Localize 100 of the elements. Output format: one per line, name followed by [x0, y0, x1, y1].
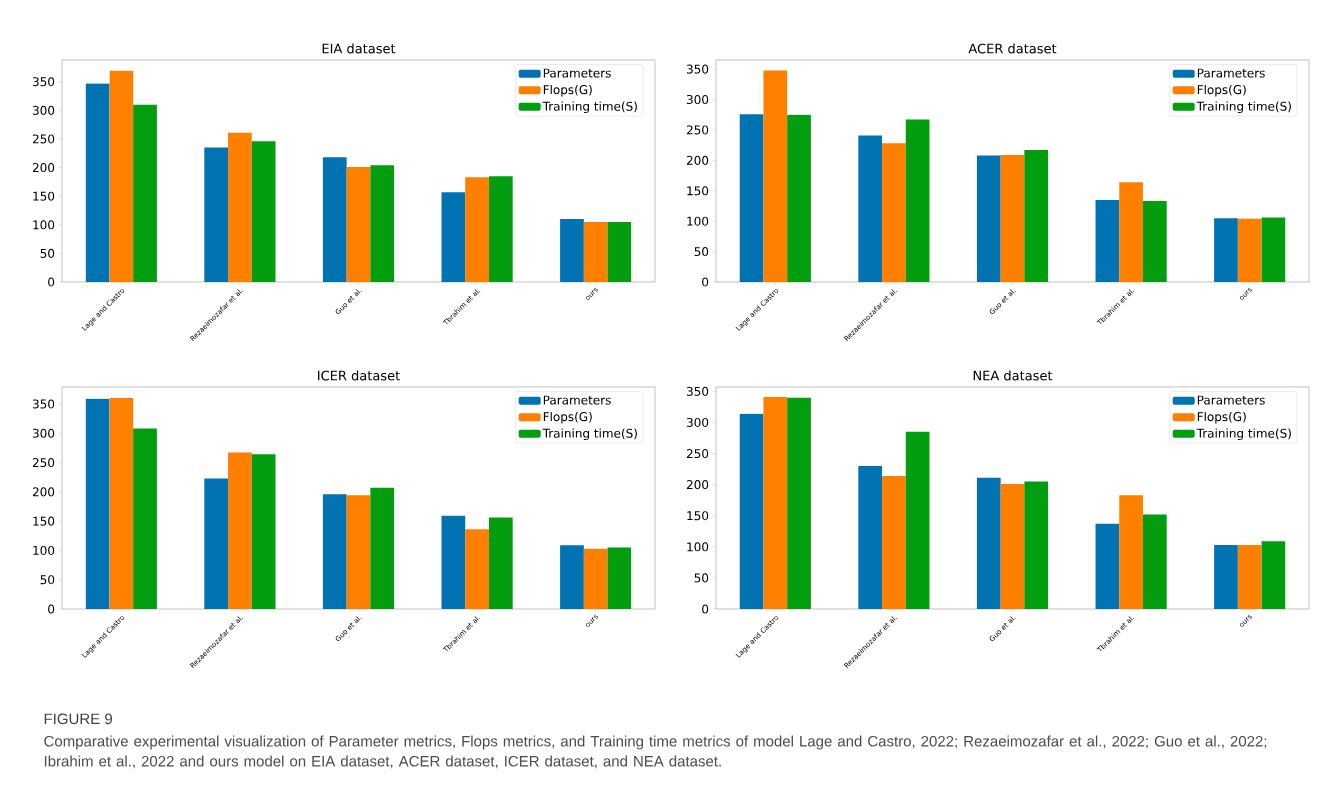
bar [228, 132, 252, 282]
bar [133, 104, 157, 282]
bar [763, 396, 788, 609]
bar [1024, 481, 1049, 609]
legend-label: Flops(G) [543, 411, 592, 424]
bar [465, 177, 489, 282]
chart-title: ICER dataset [318, 370, 400, 381]
bar [583, 221, 608, 282]
y-tick-label: 50 [40, 248, 55, 258]
legend-label: Training time(S) [542, 101, 637, 114]
y-tick-label: 100 [687, 216, 709, 226]
bar [251, 454, 276, 609]
bar [739, 413, 764, 609]
y-tick-label: 50 [40, 575, 55, 585]
bar [607, 547, 632, 609]
y-tick-label: 350 [32, 399, 55, 409]
bar [763, 70, 788, 282]
caption: FIGURE 9 [44, 713, 112, 725]
bar [204, 147, 229, 282]
bar [739, 114, 764, 282]
chart-title: NEA dataset [973, 370, 1053, 381]
bar [1214, 218, 1238, 282]
bar [109, 70, 134, 282]
bar [1142, 514, 1167, 609]
bar [370, 487, 395, 609]
bar [607, 221, 632, 282]
y-tick-label: 100 [33, 220, 55, 230]
bar [976, 155, 1001, 282]
y-tick-label: 150 [33, 516, 55, 526]
bar [1000, 154, 1025, 282]
bar [346, 495, 371, 609]
y-tick-label: 150 [687, 186, 709, 196]
bar [882, 475, 906, 609]
chart-title: ACER dataset [968, 43, 1057, 54]
bar [85, 398, 110, 609]
bar [1142, 201, 1167, 282]
bar [1000, 484, 1025, 609]
bar [1119, 495, 1143, 609]
bar [905, 431, 930, 609]
y-tick-label: 50 [694, 573, 709, 583]
legend-label: Training time(S) [1196, 101, 1291, 114]
bar [228, 452, 252, 609]
bar [905, 119, 930, 282]
bar [465, 529, 489, 609]
bar [858, 465, 883, 609]
legend-label: Parameters [1197, 68, 1265, 78]
y-tick-label: 0 [702, 604, 709, 614]
bar [346, 166, 371, 282]
y-tick-label: 350 [686, 386, 709, 396]
y-tick-label: 300 [32, 105, 55, 115]
y-tick-label: 250 [686, 125, 709, 135]
legend-label: Parameters [1197, 395, 1265, 405]
text: Comparative experimental visualization of Parameter metrics, Flops metrics, and Training time metrics of model Lage and Castro, 2022; Rezaeimozafar et al., 2022; Guo et al., 2022; Ibrahim et al., 2022 and ours model on EIA dataset, ACER dataset, ICER dataset, and NEA dataset. [44, 735, 1267, 769]
bar [322, 494, 347, 609]
bar [787, 114, 811, 282]
y-tick-label: 0 [48, 604, 55, 614]
y-tick-label: 200 [32, 487, 55, 497]
bar [370, 165, 395, 282]
bar [1237, 218, 1262, 282]
y-tick-label: 350 [686, 64, 709, 74]
y-tick-label: 350 [32, 77, 55, 87]
y-tick-label: 200 [686, 155, 709, 165]
y-tick-label: 300 [686, 417, 709, 427]
bar [1261, 541, 1286, 609]
y-tick-label: 250 [686, 448, 709, 459]
y-tick-label: 300 [686, 94, 709, 105]
y-tick-label: 150 [687, 511, 709, 521]
y-tick-label: 250 [32, 458, 55, 468]
bar [1095, 523, 1120, 609]
legend-label: Parameters [543, 68, 611, 78]
bar [441, 515, 466, 609]
bar [322, 157, 347, 282]
bar [1119, 182, 1143, 282]
legend-label: Training time(S) [1196, 428, 1291, 441]
bar [109, 398, 134, 609]
y-tick-label: 0 [48, 277, 55, 287]
bar [85, 83, 110, 282]
legend-label: Flops(G) [1197, 84, 1246, 97]
bar [858, 135, 883, 282]
y-tick-label: 100 [687, 542, 709, 552]
bar [204, 478, 229, 609]
y-tick-label: 100 [33, 545, 55, 555]
y-tick-label: 50 [694, 247, 709, 257]
bar [560, 219, 584, 282]
bar [1237, 544, 1262, 609]
y-tick-label: 0 [702, 277, 709, 287]
bar [1024, 150, 1049, 282]
bar [882, 143, 906, 282]
bar [787, 397, 811, 609]
bar [488, 176, 513, 282]
y-tick-label: 200 [686, 480, 709, 490]
legend-label: Flops(G) [543, 84, 592, 97]
bar [1095, 199, 1120, 282]
bar [1214, 544, 1238, 609]
y-tick-label: 200 [32, 163, 55, 173]
y-tick-label: 300 [32, 428, 55, 438]
y-tick-label: 150 [33, 191, 55, 201]
y-tick-label: 250 [32, 134, 55, 144]
bar [1261, 217, 1286, 282]
bar [488, 517, 513, 609]
